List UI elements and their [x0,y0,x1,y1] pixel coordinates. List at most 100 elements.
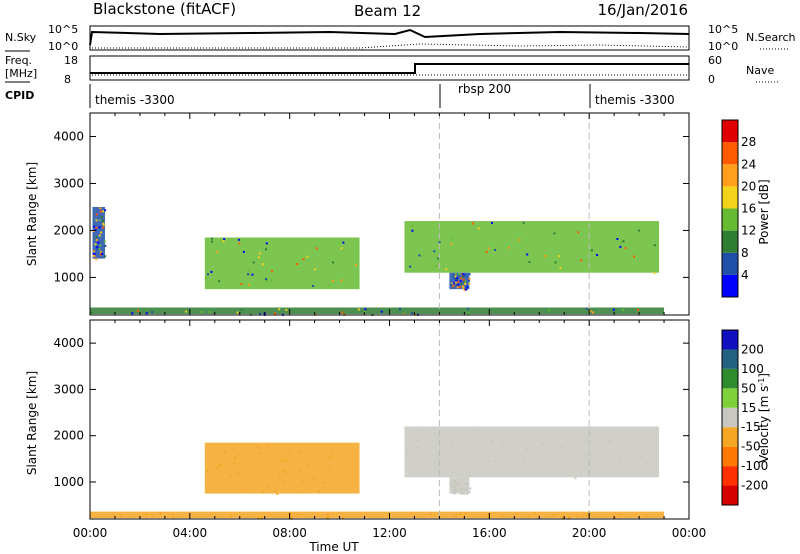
scatter-cell [257,256,260,259]
scatter-cell [252,261,255,264]
cpid-label: CPID [5,89,34,102]
scatter-cell [216,466,219,469]
scatter-cell [95,235,98,238]
scatter-cell [469,487,472,490]
scatter-cell [522,221,525,224]
colorbar-swatch [722,485,738,505]
scatter-cell [240,309,243,312]
x-tick-label: 04:00 [173,526,208,540]
scatter-cell [434,264,437,267]
scatter-cell [461,487,464,490]
scatter-cell [95,213,98,216]
scatter-cell [461,285,464,288]
scatter-cell [229,475,232,478]
scatter-cell [318,490,321,493]
scatter-cell [494,248,497,251]
colorbar-tick-label: 100 [741,362,764,376]
scatter-cell [450,237,453,240]
scatter-cell [454,515,457,518]
scatter-cell [222,240,225,243]
scatter-cell [454,281,457,284]
scatter-cell [475,429,478,432]
scatter-cell [518,238,521,241]
scatter-cell [528,260,531,263]
scatter-cell [230,516,233,519]
scatter-cell [460,481,463,484]
scatter-cell [486,451,489,454]
scatter-cell [460,282,463,285]
scatter-cell [305,458,308,461]
colorbar-swatch [722,142,738,165]
cpid-segment-3: themis -3300 [595,93,675,107]
scatter-cell [612,308,615,311]
scatter-cell [457,478,460,481]
scatter-cell [98,234,101,237]
nsearch-tick-bottom: 10^0 [708,40,738,53]
scatter-cell [411,229,414,232]
scatter-cell [548,309,551,312]
cpid-segment-1: themis -3300 [95,93,175,107]
nave-tick-top: 60 [708,54,722,67]
scatter-cell [211,237,214,240]
scatter-cell [464,274,467,277]
power-region-4 [449,272,470,290]
scatter-cell [290,516,293,519]
scatter-cell [218,280,221,283]
scatter-cell [297,450,300,453]
scatter-cell [459,513,462,516]
scatter-cell [487,513,490,516]
scatter-cell [131,312,134,315]
freq-trace [90,63,689,74]
scatter-cell [237,238,240,241]
scatter-cell [98,248,101,251]
power-colorbar-label: Power [dB] [757,179,771,244]
scatter-cell [184,310,187,313]
nsky-strip-frame [89,25,690,51]
scatter-cell [605,447,608,450]
scatter-cell [95,226,98,229]
scatter-cell [505,452,508,455]
scatter-cell [459,279,462,282]
scatter-cell [536,435,539,438]
x-tick-label: 00:00 [672,526,707,540]
scatter-cell [581,514,584,517]
scatter-cell [416,446,419,449]
scatter-cell [264,248,267,251]
scatter-cell [637,308,640,311]
scatter-cell [453,488,456,491]
scatter-cell [205,277,208,280]
scatter-cell [288,511,291,514]
scatter-cell [453,282,456,285]
scatter-cell [285,308,288,311]
colorbar-swatch [722,186,738,209]
scatter-cell [491,221,494,224]
scatter-cell [457,482,460,485]
x-tick-label: 20:00 [572,526,607,540]
y-tick-label: 1000 [53,475,84,489]
scatter-cell [306,255,309,258]
scatter-cell [515,513,518,516]
scatter-cell [461,492,464,495]
scatter-cell [363,310,366,313]
scatter-cell [283,481,286,484]
scatter-cell [136,309,139,312]
scatter-cell [280,460,283,463]
scatter-cell [557,255,560,258]
scatter-cell [119,514,122,517]
scatter-cell [455,483,458,486]
scatter-cell [468,490,471,493]
power-colorbar: 4 8 12 16 20 24 28 [721,119,756,298]
scatter-cell [438,241,441,244]
scatter-cell [276,492,279,495]
scatter-cell [592,311,595,314]
scatter-cell [259,252,262,255]
scatter-cell [585,307,588,310]
scatter-cell [302,480,305,483]
scatter-cell [380,310,383,313]
scatter-cell [326,516,329,519]
scatter-cell [449,448,452,451]
scatter-cell [145,312,148,315]
cpid-segment-2: rbsp 200 [458,82,511,96]
velocity-region-4 [449,477,470,494]
scatter-cell [463,512,466,515]
